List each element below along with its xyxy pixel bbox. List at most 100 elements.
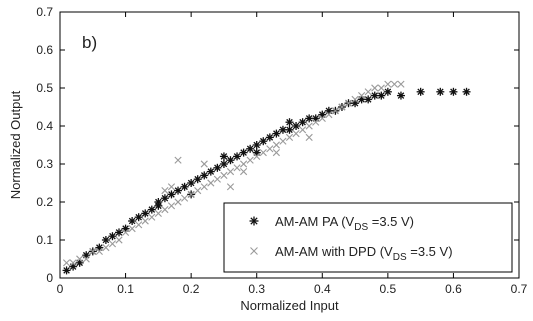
series-2-point — [95, 247, 103, 255]
series-2-point — [194, 187, 202, 195]
series-2-point — [312, 118, 320, 126]
y-tick-label: 0 — [46, 271, 53, 285]
y-tick-label: 0.3 — [36, 157, 53, 171]
series-2-point — [89, 247, 97, 255]
series-2-point — [299, 126, 307, 134]
series-1-point — [82, 251, 91, 260]
series-2-point — [226, 168, 235, 176]
series-2-point — [292, 130, 300, 138]
series-2-point — [161, 187, 169, 195]
series-2-point — [226, 183, 235, 191]
series-2-point — [174, 198, 182, 206]
series-1-point — [95, 243, 104, 252]
data-points — [62, 80, 471, 275]
series-1-point — [62, 266, 71, 275]
legend-items: AM-AM PA (VDS =3.5 V)AM-AM with DPD (VDS… — [249, 214, 453, 263]
series-1-point — [187, 179, 196, 187]
x-tick-label: 0 — [57, 282, 64, 296]
series-2-point — [69, 259, 77, 267]
series-1-point — [436, 87, 445, 96]
series-1-point — [121, 224, 130, 233]
series-1-point — [167, 190, 176, 199]
series-2-point — [240, 160, 248, 168]
series-1-point — [252, 141, 261, 149]
series-2-point — [331, 107, 339, 115]
series-2-point — [121, 228, 130, 236]
y-tick-label: 0.1 — [36, 233, 53, 247]
series-2-point — [82, 255, 90, 263]
series-1-point — [108, 232, 117, 241]
series-2-point — [371, 84, 379, 92]
x-tick-label: 0.3 — [248, 282, 265, 296]
legend-label-subscript: DS — [354, 222, 368, 233]
series-2-point — [187, 190, 195, 198]
series-2-point — [167, 202, 176, 210]
series-2-point — [233, 164, 241, 172]
series-1-point — [278, 125, 287, 134]
series-2-point — [272, 149, 280, 157]
series-1-point — [396, 91, 405, 100]
panel-label: b) — [82, 33, 97, 52]
series-2-point — [207, 179, 215, 187]
series-2-point — [377, 84, 385, 92]
x-tick-label: 0.4 — [314, 282, 331, 296]
series-1 — [62, 87, 471, 275]
series-1-point — [272, 129, 281, 138]
series-1-point — [219, 152, 228, 161]
series-2-point — [154, 209, 162, 217]
legend-marker-asterisk — [249, 216, 259, 226]
series-2-point — [279, 137, 287, 145]
series-1-point — [134, 213, 143, 222]
series-2 — [62, 80, 405, 267]
series-2-point — [390, 80, 399, 88]
series-1-point — [233, 152, 242, 161]
series-1-point — [462, 87, 471, 96]
series-2-point — [318, 114, 326, 122]
series-2-point — [384, 80, 392, 88]
series-2-point — [397, 80, 405, 88]
series-1-point — [285, 118, 294, 127]
series-1-point — [298, 118, 307, 127]
x-tick-label: 0.6 — [445, 282, 462, 296]
series-2-point — [364, 88, 372, 96]
series-2-point — [200, 183, 208, 191]
series-2-point — [115, 236, 123, 244]
series-2-point — [266, 145, 274, 153]
series-2-point — [180, 194, 189, 202]
series-2-point — [272, 141, 280, 149]
y-tick-label: 0.2 — [36, 195, 53, 209]
series-1-point — [193, 175, 202, 184]
series-2-point — [351, 95, 359, 103]
legend-box — [223, 202, 513, 273]
y-tick-label: 0.4 — [36, 119, 53, 133]
series-2-point — [141, 217, 149, 225]
series-1-point — [377, 91, 386, 100]
series-2-point — [344, 99, 353, 107]
series-1-point — [154, 198, 163, 206]
series-1-point — [239, 148, 248, 157]
y-tick-label: 0.5 — [36, 81, 53, 95]
legend: AM-AM PA (VDS =3.5 V)AM-AM with DPD (VDS… — [223, 202, 513, 273]
series-1-point — [416, 87, 425, 96]
legend-label-main: AM-AM PA (V — [275, 214, 355, 229]
x-tick-label: 0.1 — [117, 282, 134, 296]
series-1-point — [115, 228, 124, 237]
series-1-point — [147, 205, 156, 214]
series-1-point — [174, 186, 183, 195]
series-2-point — [253, 152, 261, 160]
series-1-point — [311, 114, 320, 123]
series-2-point — [246, 156, 254, 164]
series-1-point — [364, 95, 373, 104]
series-2-point — [259, 149, 267, 157]
series-2-point — [220, 171, 228, 179]
series-1-point — [383, 87, 392, 96]
series-1-point — [180, 182, 189, 191]
series-2-point — [108, 240, 117, 248]
series-1-point — [200, 171, 209, 180]
series-1-point — [318, 110, 327, 119]
series-2-point — [200, 160, 208, 168]
plot-frame — [59, 11, 520, 279]
series-1-point — [285, 125, 294, 134]
legend-label-main: AM-AM with DPD (V — [275, 244, 393, 259]
series-1-point — [213, 163, 222, 172]
